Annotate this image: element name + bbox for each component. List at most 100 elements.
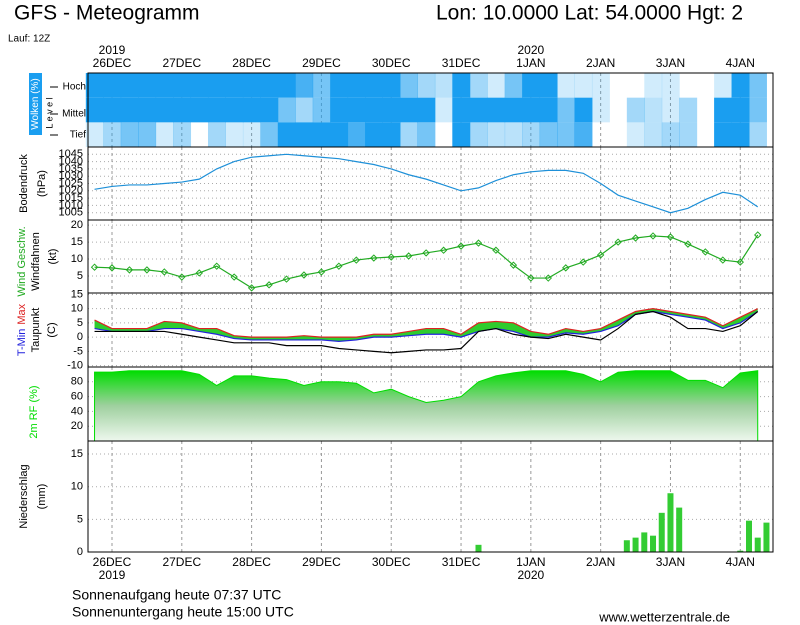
cloud-cell (469, 97, 488, 123)
bar (676, 507, 683, 552)
y-tick-label: 60 (71, 391, 83, 403)
cloud-cell (85, 73, 104, 98)
x-tick-label-top: 31DEC (442, 56, 481, 70)
cloud-cell (312, 97, 331, 123)
y-tick-label: 20 (71, 219, 83, 231)
cloud-cell (295, 122, 314, 147)
y-tick-label: 10 (71, 253, 83, 265)
x-tick-label-top: 1JAN (516, 56, 545, 70)
cloud-cell (644, 73, 663, 98)
series-marker (404, 252, 413, 260)
x-tick-label-bottom: 28DEC (232, 555, 271, 569)
x-tick-label-top: 28DEC (232, 56, 271, 70)
x-tick-label-top: 29DEC (302, 56, 341, 70)
cloud-level-label: Mittel (62, 109, 86, 120)
cloud-cell (347, 97, 366, 123)
y-tick-label: 1015 (59, 192, 83, 204)
series-marker (352, 256, 361, 264)
cloud-cell (155, 97, 174, 123)
cloud-cell (679, 73, 697, 98)
cloud-cell (539, 73, 558, 98)
cloud-cell (382, 97, 401, 123)
cloud-cell (749, 122, 767, 147)
panel: 5 10 15 20 Wind Geschw. Windfahnen (kt) (16, 219, 774, 297)
y-axis-unit: (C) (46, 322, 58, 337)
x-tick-label-bottom: 1JAN (516, 555, 545, 569)
cloud-cell (522, 73, 541, 98)
legend-entry: T-Min (16, 329, 28, 357)
cloud-cell (138, 73, 157, 98)
cloud-cell (714, 122, 733, 147)
cloud-cell (207, 122, 226, 147)
series-marker (631, 234, 640, 242)
cloud-cell (365, 122, 384, 147)
cloud-cell (138, 122, 157, 147)
series-marker (509, 261, 518, 269)
y-axis-unit: (mm) (36, 484, 48, 510)
x-tick-label-bottom: 29DEC (302, 555, 341, 569)
bar (763, 522, 770, 552)
cloud-cell (173, 97, 192, 123)
series-marker (544, 274, 553, 282)
cloud-cell (626, 97, 645, 123)
y-axis-label: T-Min Max (16, 303, 28, 356)
series-marker (178, 273, 186, 281)
series-line (94, 153, 759, 214)
cloud-cell (452, 97, 471, 123)
cloud-cell (103, 73, 122, 98)
series-marker (213, 262, 221, 270)
y-tick-label: 1035 (59, 163, 83, 175)
cloud-cell (277, 122, 296, 147)
year-label-top: 2019 (99, 43, 126, 57)
cloud-cell (417, 73, 436, 98)
series-marker (160, 268, 169, 276)
bar (737, 550, 744, 552)
x-tick-label-top: 2JAN (586, 56, 615, 70)
series-marker (457, 242, 465, 250)
cloud-cell (120, 97, 139, 123)
source: www.wetterzentrale.de (598, 609, 730, 624)
cloud-cell (330, 73, 349, 98)
cloud-cell (626, 122, 645, 147)
cloud-cell (173, 73, 192, 98)
cloud-cell (697, 122, 715, 147)
cloud-cell (679, 97, 698, 123)
cloud-cell (469, 73, 488, 98)
bar (650, 535, 657, 552)
cloud-cell (487, 122, 506, 147)
y-tick-label: 1010 (59, 199, 83, 211)
x-tick-label-bottom: 2JAN (586, 555, 615, 569)
x-tick-label-bottom: 4JAN (726, 555, 755, 569)
y-axis-unit: (kt) (47, 249, 59, 265)
bar (632, 537, 639, 552)
x-tick-label-bottom: 27DEC (162, 555, 201, 569)
cloud-cell (207, 97, 226, 123)
cloud-level-label: Hoch (63, 82, 86, 93)
bar (746, 520, 753, 552)
series-marker (579, 258, 587, 266)
cloud-cell (697, 98, 715, 123)
cloud-cell (434, 97, 453, 123)
y-axis-label: Niederschlag (18, 464, 30, 528)
series-marker (614, 238, 622, 246)
y-tick-label: 15 (71, 288, 83, 300)
cloud-cell (574, 122, 593, 147)
cloud-cell (644, 97, 663, 123)
series-marker (736, 258, 744, 266)
series-marker (90, 263, 99, 271)
y-tick-label: 1045 (59, 148, 83, 160)
cloud-cell (487, 97, 506, 123)
y-axis-label: Bodendruck (18, 154, 30, 213)
cloud-cell (138, 97, 157, 123)
run: Lauf: 12Z (8, 34, 50, 45)
y-tick-label: 40 (71, 405, 83, 417)
cloud-cell (417, 122, 436, 147)
cloud-cell (557, 122, 575, 147)
year-label-bottom: 2020 (517, 568, 544, 582)
cloud-cell (697, 73, 715, 98)
cloud-cell (382, 122, 401, 147)
panel-frame (87, 440, 774, 553)
cloud-cell (714, 73, 733, 98)
y-axis-label: Windfahnen (30, 232, 42, 291)
